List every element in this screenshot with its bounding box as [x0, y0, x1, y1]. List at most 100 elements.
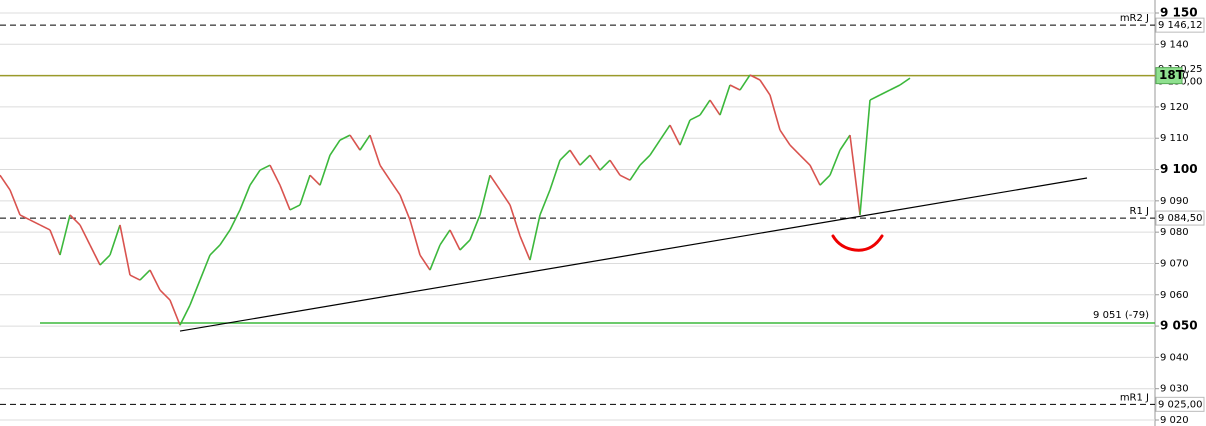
price-segment [709, 99, 721, 116]
price-segment [99, 254, 111, 266]
price-segment [239, 184, 251, 211]
price-segment [799, 154, 811, 166]
price-segment [289, 204, 301, 211]
price-segment [459, 239, 471, 251]
price-segment [379, 164, 391, 181]
trendline [179, 177, 1088, 332]
price-segment [349, 134, 361, 151]
price-segment [699, 99, 711, 116]
price-segment [69, 214, 81, 226]
price-segment [339, 134, 351, 141]
price-segment [609, 159, 621, 176]
y-tick-label: 9 070 [1160, 258, 1189, 269]
y-tick-label: 9 150 [1160, 6, 1198, 20]
price-segment [449, 229, 461, 251]
price-segment [659, 124, 671, 141]
price-segment [409, 219, 421, 256]
price-segment [149, 269, 161, 291]
price-segment [399, 194, 411, 221]
level-name: R1 J [1130, 206, 1149, 217]
price-segment [639, 154, 651, 166]
price-segment [519, 235, 531, 261]
price-segment [429, 244, 441, 271]
price-segment [559, 149, 571, 161]
level-label: 9 025,00 [1158, 399, 1203, 410]
price-segment [369, 134, 381, 166]
price-segment [179, 304, 191, 326]
price-segment [859, 99, 871, 216]
price-segment [769, 94, 781, 131]
price-segment [569, 149, 581, 166]
price-segment [819, 174, 831, 186]
price-segment [689, 114, 701, 121]
price-segment [579, 154, 591, 166]
level-name: mR2 J [1120, 13, 1149, 24]
price-segment [209, 244, 221, 256]
y-tick-label: 9 030 [1160, 384, 1189, 395]
price-segment [0, 174, 11, 191]
price-segment [899, 77, 911, 86]
price-segment [669, 124, 681, 146]
price-segment [359, 134, 371, 151]
price-segment [109, 224, 121, 256]
price-segment [779, 129, 791, 146]
price-segment [249, 169, 261, 186]
y-tick-label: 9 050 [1160, 319, 1198, 333]
price-segment [589, 154, 601, 171]
price-segment [309, 174, 321, 186]
level-label-box [1155, 17, 1205, 33]
price-segment [169, 299, 181, 326]
price-segment [319, 154, 331, 186]
y-tick-label: 9 110 [1160, 133, 1189, 144]
price-segment [619, 174, 631, 181]
price-segment [39, 224, 51, 231]
price-segment [329, 139, 341, 156]
price-segment [539, 189, 551, 216]
price-segment [479, 174, 491, 216]
price-segment [469, 214, 481, 241]
price-segment [599, 159, 611, 171]
price-segment [739, 74, 751, 91]
price-segment [509, 204, 521, 237]
price-segment [29, 219, 41, 226]
price-segment [849, 135, 861, 216]
price-segment [499, 189, 511, 206]
price-segment [629, 164, 641, 181]
y-tick-label: 9 120 [1160, 102, 1189, 113]
level-label: 9 084,50 [1158, 213, 1203, 224]
price-segment [159, 289, 171, 301]
price-segment [839, 134, 851, 151]
price-segment [549, 159, 561, 191]
price-segment [529, 214, 541, 261]
price-segment [719, 84, 731, 116]
y-tick-label: 9 100 [1160, 162, 1198, 176]
price-tag-box [1155, 67, 1183, 85]
price-segment [419, 254, 431, 271]
price-segment [279, 184, 291, 211]
price-segment [439, 229, 451, 246]
y-tick-label: 9 090 [1160, 196, 1189, 207]
price-segment [79, 224, 91, 246]
price-tag: 18T [1159, 68, 1185, 82]
price-segment [679, 119, 691, 146]
price-segment [269, 164, 281, 186]
y-tick-label: 9 040 [1160, 352, 1189, 363]
level-label-box [1155, 210, 1205, 226]
price-segment [19, 214, 31, 221]
price-segment [259, 164, 271, 171]
y-tick-label: 9 020 [1160, 415, 1189, 426]
price-segment [879, 89, 891, 96]
price-segment [869, 94, 881, 101]
price-segment [49, 229, 61, 256]
price-segment [129, 274, 141, 281]
price-segment [809, 164, 821, 186]
price-segment [229, 209, 241, 231]
price-segment [729, 84, 741, 91]
price-segment [759, 79, 771, 96]
price-segment [59, 214, 71, 256]
price-segment [119, 224, 131, 276]
level-name: mR1 J [1120, 392, 1149, 403]
level-label-box [1155, 396, 1205, 412]
